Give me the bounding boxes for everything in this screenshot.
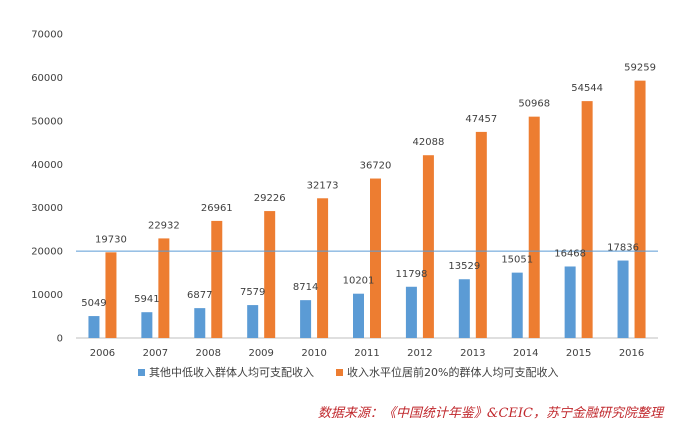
- bar-top-20: [370, 178, 381, 338]
- x-tick-label: 2006: [90, 348, 115, 359]
- bar-low-income: [141, 312, 153, 338]
- bar-top-20: [317, 198, 329, 338]
- data-label-low-income: 11798: [396, 269, 428, 280]
- data-label-top-20: 22932: [148, 220, 180, 231]
- data-label-top-20: 59259: [624, 63, 656, 74]
- data-label-low-income: 6877: [187, 290, 212, 301]
- bar-low-income: [511, 272, 523, 338]
- bar-top-20: [422, 155, 434, 338]
- bar-low-income: [300, 300, 312, 338]
- x-tick-label: 2010: [301, 348, 326, 359]
- x-tick-label: 2013: [460, 348, 485, 359]
- bar-low-income: [405, 286, 417, 338]
- bar-top-20: [528, 116, 540, 338]
- data-label-top-20: 47457: [465, 114, 497, 125]
- y-tick-label: 50000: [31, 116, 63, 127]
- data-labels-group: 5049 19730 5941 22932 6877 26961 7579 29226 8714…: [81, 63, 656, 309]
- data-label-top-20: 36720: [360, 161, 392, 172]
- data-label-top-20: 26961: [201, 203, 233, 214]
- legend-swatch-top-20: [336, 368, 343, 376]
- bar-low-income: [194, 308, 206, 338]
- bar-low-income: [617, 260, 629, 338]
- x-axis-ticks: 2006 2007 2008 2009 2010 2011 2012 2013 2014 2015…: [90, 348, 645, 359]
- data-label-top-20: 50968: [518, 99, 550, 110]
- x-tick-label: 2012: [407, 348, 432, 359]
- data-label-low-income: 5049: [81, 298, 106, 309]
- x-tick-label: 2014: [513, 348, 538, 359]
- bar-chart: 0 10000 20000 30000 40000 50000 60000 70000 504…: [31, 30, 658, 359]
- y-tick-label: 0: [57, 334, 63, 345]
- bar-top-20: [105, 252, 117, 338]
- data-label-low-income: 10201: [343, 276, 375, 287]
- bar-low-income: [458, 279, 470, 338]
- y-tick-label: 30000: [31, 203, 63, 214]
- x-tick-label: 2007: [143, 348, 168, 359]
- data-label-low-income: 7579: [240, 287, 265, 298]
- data-label-top-20: 29226: [254, 193, 286, 204]
- legend-item-top-20: 收入水平位居前20%的群体人均可支配收入: [336, 364, 558, 380]
- bar-low-income: [564, 266, 576, 338]
- bar-top-20: [581, 101, 593, 338]
- data-label-low-income: 16468: [554, 248, 586, 259]
- data-label-low-income: 5941: [134, 294, 159, 305]
- legend-label-top-20: 收入水平位居前20%的群体人均可支配收入: [347, 366, 559, 379]
- y-tick-label: 40000: [31, 160, 63, 171]
- bar-top-20: [158, 238, 170, 338]
- bar-top-20: [634, 80, 646, 338]
- x-tick-label: 2009: [248, 348, 273, 359]
- y-axis-ticks: 0 10000 20000 30000 40000 50000 60000 70000: [31, 30, 63, 345]
- bar-top-20: [211, 220, 223, 338]
- x-tick-label: 2016: [619, 348, 644, 359]
- bar-low-income: [353, 293, 364, 338]
- bar-top-20: [264, 211, 276, 338]
- bar-low-income: [88, 316, 100, 338]
- bar-low-income: [247, 305, 259, 338]
- bar-top-20: [475, 131, 487, 338]
- x-tick-label: 2015: [566, 348, 591, 359]
- bars-group: [88, 80, 646, 338]
- data-label-low-income: 13529: [448, 261, 480, 272]
- x-tick-label: 2011: [354, 348, 379, 359]
- data-label-top-20: 19730: [95, 234, 127, 245]
- x-tick-label: 2008: [196, 348, 221, 359]
- data-label-low-income: 8714: [293, 282, 318, 293]
- y-tick-label: 10000: [31, 290, 63, 301]
- data-label-low-income: 15051: [501, 255, 533, 266]
- source-note: 数据来源：《中国统计年鉴》&CEIC，苏宁金融研究院整理: [317, 406, 663, 421]
- y-tick-label: 60000: [31, 73, 63, 84]
- y-tick-label: 70000: [31, 30, 63, 41]
- y-tick-label: 20000: [31, 247, 63, 258]
- data-label-low-income: 17836: [607, 243, 639, 254]
- legend-label-low-income: 其他中低收入群体人均可支配收入: [149, 366, 314, 379]
- legend-item-low-income: 其他中低收入群体人均可支配收入: [138, 364, 314, 380]
- data-label-top-20: 42088: [413, 137, 445, 148]
- legend: 其他中低收入群体人均可支配收入 收入水平位居前20%的群体人均可支配收入: [138, 364, 580, 380]
- data-label-top-20: 32173: [307, 180, 339, 191]
- data-label-top-20: 54544: [571, 83, 603, 94]
- legend-swatch-low-income: [138, 368, 145, 376]
